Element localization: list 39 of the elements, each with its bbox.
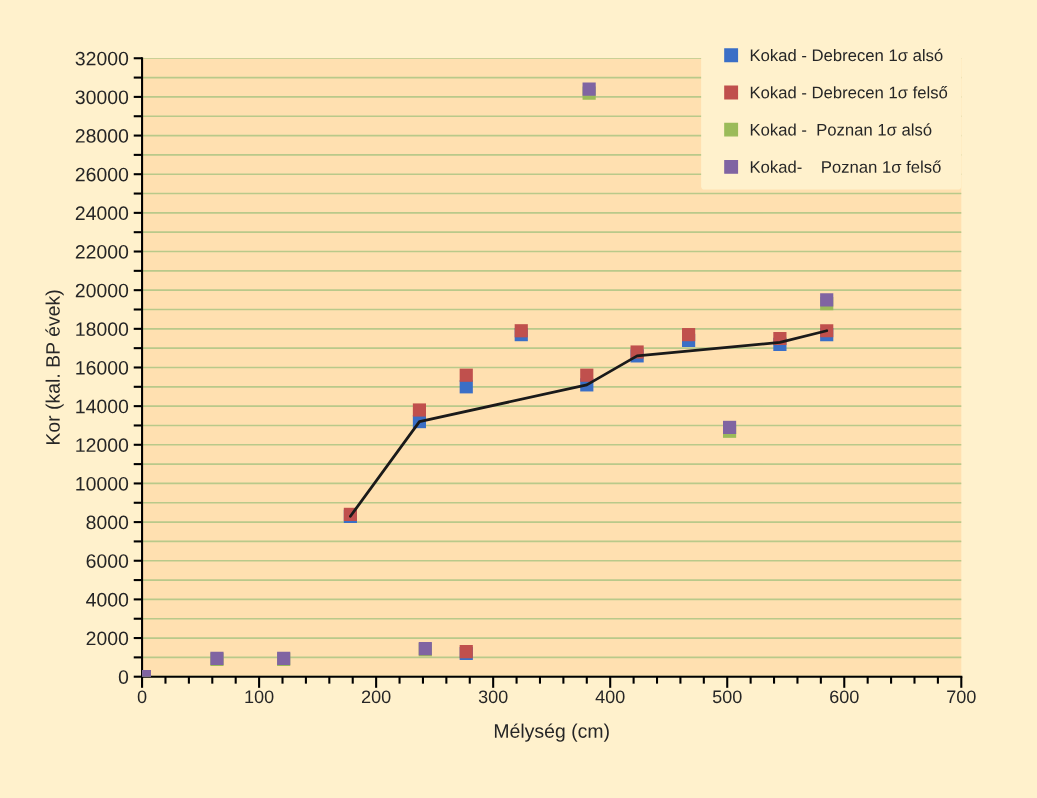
y-tick-label: 22000 (75, 244, 129, 259)
x-tick-label: 700 (947, 690, 976, 704)
legend-label: Kokad - Poznan 1σ alsó (750, 123, 932, 136)
y-tick-label: 20000 (75, 283, 129, 298)
y-tick-label: 6000 (86, 554, 129, 568)
y-tick-label: 24000 (75, 206, 129, 221)
point (514, 324, 528, 338)
y-tick-label: 0 (118, 670, 129, 684)
y-tick-label: 30000 (75, 90, 129, 105)
x-axis-title: Mélység (cm) (494, 723, 609, 742)
point (580, 368, 594, 382)
y-tick-label: 4000 (86, 592, 129, 607)
point (459, 368, 473, 382)
point (682, 328, 696, 342)
y-tick-label: 14000 (76, 399, 129, 414)
y-tick-label: 32000 (75, 51, 129, 66)
y-tick-label: 18000 (76, 322, 129, 337)
point (820, 293, 834, 307)
point (412, 403, 427, 417)
point (582, 82, 596, 96)
x-tick-label: 300 (478, 690, 508, 704)
legend-label: Kokad- Poznan 1σ felső (750, 160, 941, 173)
legend-label: Kokad - Debrecen 1σ alsó (750, 48, 943, 62)
x-tick-label: 500 (712, 690, 742, 704)
x-tick-label: 0 (137, 690, 147, 704)
y-tick-label: 28000 (75, 129, 129, 143)
x-tick-label: 400 (595, 690, 625, 704)
y-tick-label: 12000 (76, 438, 129, 453)
x-tick-label: 200 (361, 690, 391, 704)
x-tick-label: 100 (245, 690, 274, 704)
point (722, 420, 737, 434)
y-tick-label: 2000 (86, 631, 129, 646)
x-tick-label: 600 (830, 690, 859, 704)
y-tick-label: 16000 (76, 360, 129, 375)
y-tick-label: 10000 (76, 476, 129, 491)
y-axis-title: Kor (kal. BP évek) (45, 290, 64, 445)
legend-label: Kokad - Debrecen 1σ felső (750, 86, 948, 99)
y-tick-label: 26000 (75, 167, 129, 182)
y-tick-label: 8000 (86, 515, 129, 530)
